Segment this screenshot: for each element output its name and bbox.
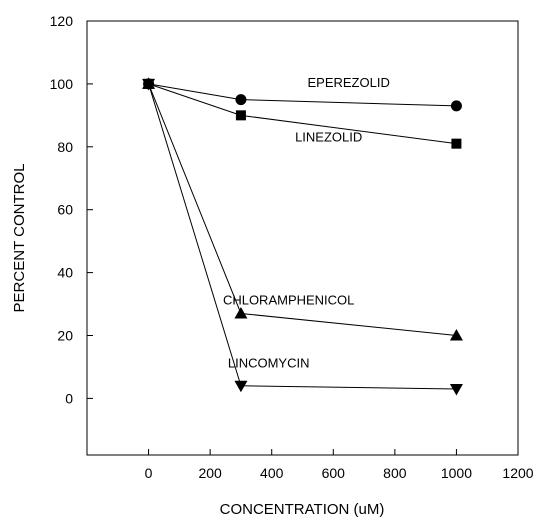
data-point-square bbox=[451, 138, 462, 149]
series-label-linezolid: LINEZOLID bbox=[295, 130, 362, 145]
x-tick-label: 200 bbox=[198, 465, 222, 481]
series-label-eperezolid: EPEREZOLID bbox=[307, 75, 389, 90]
y-axis-title: PERCENT CONTROL bbox=[11, 164, 28, 313]
data-point-triangle-down bbox=[142, 78, 156, 91]
series-eperezolid bbox=[143, 78, 462, 112]
data-point-square bbox=[235, 110, 246, 121]
x-axis-title: CONCENTRATION (uM) bbox=[220, 501, 385, 518]
y-tick-label: 0 bbox=[65, 390, 73, 406]
data-point-triangle-up bbox=[234, 306, 248, 319]
y-tick-label: 120 bbox=[50, 13, 74, 29]
series-line-eperezolid bbox=[148, 83, 457, 107]
x-tick-label: 1200 bbox=[502, 465, 533, 481]
ticks: 0 200 400 600 800 1000 1200 0 20 40 60 80 100 120 bbox=[50, 13, 534, 481]
y-tick-label: 60 bbox=[57, 202, 73, 218]
y-tick-label: 40 bbox=[57, 265, 73, 281]
y-tick-label: 20 bbox=[57, 327, 73, 343]
x-tick-label: 1000 bbox=[441, 465, 472, 481]
x-tick-label: 400 bbox=[260, 465, 284, 481]
x-tick-label: 0 bbox=[145, 465, 153, 481]
plot-frame bbox=[86, 20, 519, 456]
data-point-triangle-up bbox=[449, 328, 463, 341]
series-labels: EPEREZOLID LINEZOLID CHLORAMPHENICOL LINCOM… bbox=[223, 75, 390, 371]
data-point-circle bbox=[235, 94, 247, 106]
series-group bbox=[142, 77, 463, 396]
data-point-triangle-down bbox=[234, 380, 248, 393]
data-point-triangle-down bbox=[449, 383, 463, 396]
x-tick-label: 600 bbox=[322, 465, 346, 481]
series-label-lincomycin: LINCOMYCIN bbox=[228, 355, 310, 370]
data-point-circle bbox=[450, 100, 462, 112]
y-tick-label: 100 bbox=[50, 76, 74, 92]
series-label-chloramphenicol: CHLORAMPHENICOL bbox=[223, 292, 354, 307]
x-tick-label: 800 bbox=[383, 465, 407, 481]
y-tick-label: 80 bbox=[57, 139, 73, 155]
series-lincomycin bbox=[142, 78, 463, 396]
